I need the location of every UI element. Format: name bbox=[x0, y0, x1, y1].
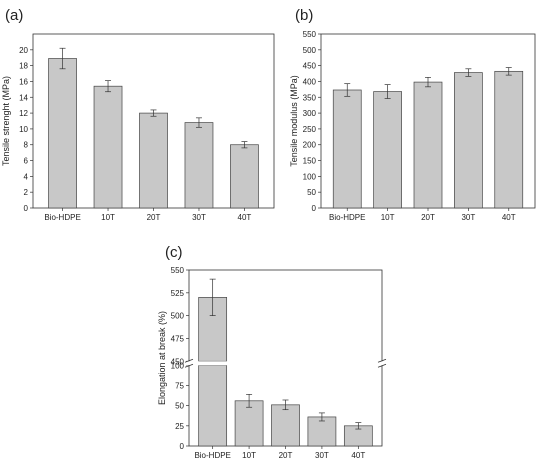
y-axis-title: Tensile strenght (MPa) bbox=[1, 76, 11, 166]
y-tick-label: 450 bbox=[303, 62, 317, 71]
x-tick-label: 20T bbox=[279, 451, 293, 460]
y-tick-label: 500 bbox=[171, 312, 185, 321]
y-tick-label: 12 bbox=[19, 109, 28, 118]
y-tick-label: 16 bbox=[19, 77, 28, 86]
axis-break-mark bbox=[377, 363, 387, 368]
y-tick-label: 475 bbox=[171, 334, 185, 343]
y-tick-label: 75 bbox=[175, 381, 184, 390]
y-axis-title: Tensile modulus (MPa) bbox=[289, 75, 299, 167]
y-tick-label: 50 bbox=[175, 402, 184, 411]
x-tick-label: Bio-HDPE bbox=[329, 213, 365, 222]
x-tick-label: 40T bbox=[351, 451, 365, 460]
x-tick-label: Bio-HDPE bbox=[194, 451, 230, 460]
y-tick-label: 350 bbox=[303, 93, 317, 102]
x-tick-label: 10T bbox=[242, 451, 256, 460]
y-tick-label: 50 bbox=[307, 188, 316, 197]
bar bbox=[454, 72, 483, 209]
bar bbox=[494, 70, 524, 209]
panel-label: (b) bbox=[295, 7, 313, 24]
y-tick-label: 0 bbox=[24, 204, 29, 213]
bar bbox=[332, 89, 362, 209]
y-tick-label: 450 bbox=[171, 357, 185, 366]
panel-label: (a) bbox=[5, 7, 23, 24]
y-tick-label: 300 bbox=[303, 109, 317, 118]
axis-break-gap bbox=[185, 361, 386, 366]
y-tick-label: 100 bbox=[171, 361, 185, 370]
y-tick-label: 25 bbox=[175, 422, 184, 431]
y-tick-label: 4 bbox=[24, 172, 29, 181]
bar bbox=[139, 112, 168, 209]
x-tick-label: 20T bbox=[421, 213, 435, 222]
y-tick-label: 100 bbox=[303, 172, 317, 181]
axis-break-mark bbox=[377, 358, 387, 363]
bar-lower-segment bbox=[198, 364, 228, 447]
bar bbox=[93, 85, 123, 209]
y-tick-label: 0 bbox=[312, 204, 317, 213]
y-tick-label: 150 bbox=[303, 157, 317, 166]
panel-label: (c) bbox=[165, 244, 183, 261]
x-tick-label: 30T bbox=[192, 213, 206, 222]
bar bbox=[234, 400, 264, 447]
x-tick-label: 20T bbox=[147, 213, 161, 222]
x-tick-label: 30T bbox=[315, 451, 329, 460]
axis-break-mark bbox=[184, 363, 194, 368]
x-tick-label: 40T bbox=[502, 213, 516, 222]
x-tick-label: 10T bbox=[381, 213, 395, 222]
y-tick-label: 8 bbox=[24, 141, 29, 150]
y-tick-label: 400 bbox=[303, 77, 317, 86]
bar bbox=[230, 144, 259, 209]
y-tick-label: 18 bbox=[19, 62, 28, 71]
bar bbox=[271, 404, 300, 447]
y-tick-label: 0 bbox=[180, 442, 185, 451]
bar bbox=[184, 122, 214, 209]
axis-break-mark bbox=[184, 358, 194, 363]
y-tick-label: 550 bbox=[171, 266, 185, 275]
bar bbox=[413, 81, 443, 209]
y-tick-label: 10 bbox=[19, 125, 28, 134]
y-tick-label: 550 bbox=[303, 30, 317, 39]
y-tick-label: 14 bbox=[19, 93, 28, 102]
x-tick-label: 30T bbox=[461, 213, 475, 222]
y-axis-title: Elongation at break (%) bbox=[157, 311, 167, 405]
bar bbox=[48, 58, 77, 209]
y-tick-label: 20 bbox=[19, 46, 28, 55]
x-tick-label: Bio-HDPE bbox=[44, 213, 80, 222]
y-tick-label: 200 bbox=[303, 141, 317, 150]
bar bbox=[373, 91, 402, 209]
y-tick-label: 2 bbox=[24, 188, 29, 197]
y-tick-label: 250 bbox=[303, 125, 317, 134]
x-tick-label: 10T bbox=[101, 213, 115, 222]
x-tick-label: 40T bbox=[238, 213, 252, 222]
y-tick-label: 6 bbox=[24, 157, 29, 166]
y-tick-label: 525 bbox=[171, 289, 185, 298]
y-tick-label: 500 bbox=[303, 46, 317, 55]
